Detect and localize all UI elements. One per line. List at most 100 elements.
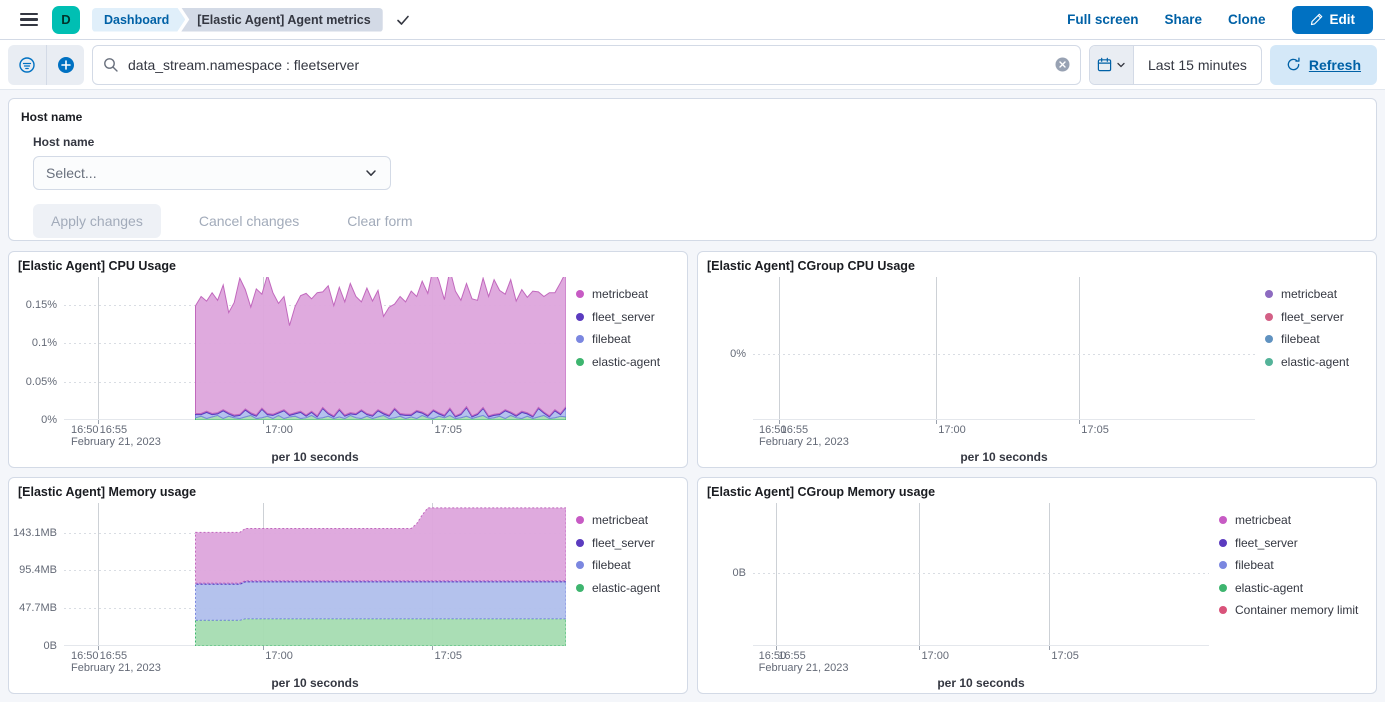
legend-label: filebeat — [1235, 558, 1274, 572]
chart-title: [Elastic Agent] CGroup Memory usage — [707, 485, 936, 499]
legend-item-filebeat[interactable]: filebeat — [576, 332, 678, 346]
legend-label: elastic-agent — [592, 580, 661, 595]
plot-area[interactable] — [753, 277, 1255, 420]
full-screen-link[interactable]: Full screen — [1067, 12, 1139, 27]
legend-item-fleet-server[interactable]: fleet_server — [576, 536, 678, 550]
legend-dot-icon — [1219, 516, 1227, 524]
y-axis-tick-label: 0B — [43, 640, 57, 652]
clear-query-icon[interactable] — [1055, 57, 1070, 72]
x-axis-title: per 10 seconds — [271, 450, 359, 464]
x-axis-tick-label: 17:05 — [1051, 650, 1079, 662]
legend-item-filebeat[interactable]: filebeat — [1219, 558, 1367, 572]
x-axis-tick-label: 17:00 — [265, 650, 293, 662]
plot-area[interactable] — [64, 503, 566, 646]
clear-form-button[interactable]: Clear form — [337, 204, 422, 238]
legend-label: fleet_server — [592, 535, 655, 550]
legend-item-metricbeat[interactable]: metricbeat — [576, 513, 678, 527]
x-axis-tick-label: 16:55 — [778, 650, 806, 662]
y-axis-tick-label: 95.4MB — [19, 564, 57, 577]
legend-item-container-memory-limit[interactable]: Container memory limit — [1219, 603, 1367, 617]
x-axis-title: per 10 seconds — [960, 450, 1048, 464]
x-axis-tick-label: 16:55 — [780, 424, 809, 436]
x-axis-date-label: February 21, 2023 — [71, 662, 161, 674]
y-axis: 0% — [707, 277, 753, 420]
y-axis-tick-label: 0B — [732, 567, 746, 580]
y-axis-tick-label: 47.7MB — [19, 602, 57, 615]
legend-item-filebeat[interactable]: filebeat — [1265, 332, 1367, 346]
share-link[interactable]: Share — [1164, 12, 1202, 27]
legend-dot-icon — [1219, 561, 1227, 569]
menu-icon[interactable] — [20, 13, 38, 26]
legend-label: filebeat — [1281, 332, 1320, 346]
legend-item-metricbeat[interactable]: metricbeat — [1219, 513, 1367, 527]
y-axis: 0% 0.05% 0.1% 0.15% — [18, 277, 64, 426]
legend-label: filebeat — [592, 558, 631, 572]
legend-item-metricbeat[interactable]: metricbeat — [1265, 287, 1367, 301]
legend-dot-icon — [1265, 312, 1273, 321]
legend-item-elastic-agent[interactable]: elastic-agent — [576, 355, 678, 369]
legend-item-elastic-agent[interactable]: elastic-agent — [576, 581, 678, 595]
add-filter-button[interactable] — [46, 44, 84, 85]
legend-dot-icon — [1265, 290, 1273, 298]
apply-changes-button[interactable]: Apply changes — [33, 204, 161, 238]
legend-item-fleet-server[interactable]: fleet_server — [1219, 536, 1367, 550]
legend-item-fleet-server[interactable]: fleet_server — [576, 310, 678, 324]
calendar-dropdown-button[interactable] — [1090, 45, 1135, 84]
y-axis-tick-label: 0% — [730, 348, 746, 361]
legend-item-filebeat[interactable]: filebeat — [576, 558, 678, 572]
x-axis-tick-label: 16:55 — [99, 424, 128, 436]
y-axis-tick-label: 0% — [41, 414, 57, 426]
legend-label: fleet_server — [1281, 309, 1344, 324]
legend-dot-icon — [1265, 357, 1273, 366]
check-icon — [395, 12, 411, 28]
breadcrumb-dashboard[interactable]: Dashboard — [92, 8, 185, 32]
plot-area[interactable] — [64, 277, 566, 420]
plot-area[interactable] — [753, 503, 1209, 646]
x-axis-title: per 10 seconds — [271, 676, 359, 690]
legend-dot-icon — [576, 583, 584, 592]
x-axis: 16:50 February 21, 2023 16:55 17:00 17:05 — [64, 646, 566, 676]
legend-dot-icon — [1219, 538, 1227, 547]
x-axis-tick-label: 17:05 — [434, 650, 462, 662]
legend-item-elastic-agent[interactable]: elastic-agent — [1265, 355, 1367, 369]
chart-legend: metricbeat fleet_server filebeat elastic-ag… — [1209, 503, 1367, 693]
panel-cgroup-memory-usage: [Elastic Agent] CGroup Memory usage 0B 16… — [697, 477, 1377, 694]
x-axis: 16:50 February 21, 2023 16:55 17:00 17:05 — [64, 420, 566, 450]
legend-label: metricbeat — [1235, 513, 1292, 527]
legend-dot-icon — [1219, 583, 1227, 592]
edit-button[interactable]: Edit — [1291, 5, 1373, 34]
saved-query-icon[interactable] — [8, 45, 46, 85]
x-axis-tick-label: 16:50 — [71, 424, 99, 436]
legend-label: metricbeat — [592, 287, 649, 301]
select-chevron-icon — [364, 166, 378, 180]
legend-item-metricbeat[interactable]: metricbeat — [576, 287, 678, 301]
breadcrumb-current-page: [Elastic Agent] Agent metrics — [181, 7, 383, 32]
refresh-button[interactable]: Refresh — [1269, 44, 1377, 85]
time-range-value[interactable]: Last 15 minutes — [1148, 56, 1247, 73]
legend-dot-icon — [576, 516, 584, 524]
chart-title: [Elastic Agent] CGroup CPU Usage — [707, 259, 915, 273]
y-axis-tick-label: 0.05% — [25, 375, 57, 388]
x-axis-date-label: February 21, 2023 — [758, 662, 849, 674]
host-name-select[interactable]: Select... — [33, 156, 391, 190]
cancel-changes-button[interactable]: Cancel changes — [189, 204, 309, 238]
chart-title: [Elastic Agent] CPU Usage — [18, 259, 176, 273]
legend-label: elastic-agent — [592, 354, 661, 369]
legend-label: Container memory limit — [1235, 603, 1359, 617]
clone-link[interactable]: Clone — [1227, 12, 1266, 27]
top-nav: D Dashboard [Elastic Agent] Agent metric… — [0, 0, 1385, 40]
x-axis-date-label: February 21, 2023 — [71, 436, 161, 448]
query-input[interactable]: data_stream.namespace : fleetserver — [92, 44, 1082, 85]
host-name-field-label: Host name — [33, 135, 95, 149]
legend-item-fleet-server[interactable]: fleet_server — [1265, 310, 1367, 324]
legend-label: fleet_server — [592, 309, 655, 324]
refresh-icon — [1286, 57, 1301, 72]
dashboard-content: Host name Host name Select... Apply chan… — [0, 90, 1385, 702]
charts-grid: [Elastic Agent] CPU Usage 0% 0.05% 0.1% 0.1… — [8, 251, 1377, 694]
legend-dot-icon — [576, 290, 584, 298]
space-avatar[interactable]: D — [52, 5, 80, 34]
host-panel-title: Host name — [21, 110, 83, 124]
panel-cpu-usage: [Elastic Agent] CPU Usage 0% 0.05% 0.1% 0.1… — [8, 251, 688, 468]
legend-label: metricbeat — [1281, 287, 1338, 301]
legend-item-elastic-agent[interactable]: elastic-agent — [1219, 581, 1367, 595]
